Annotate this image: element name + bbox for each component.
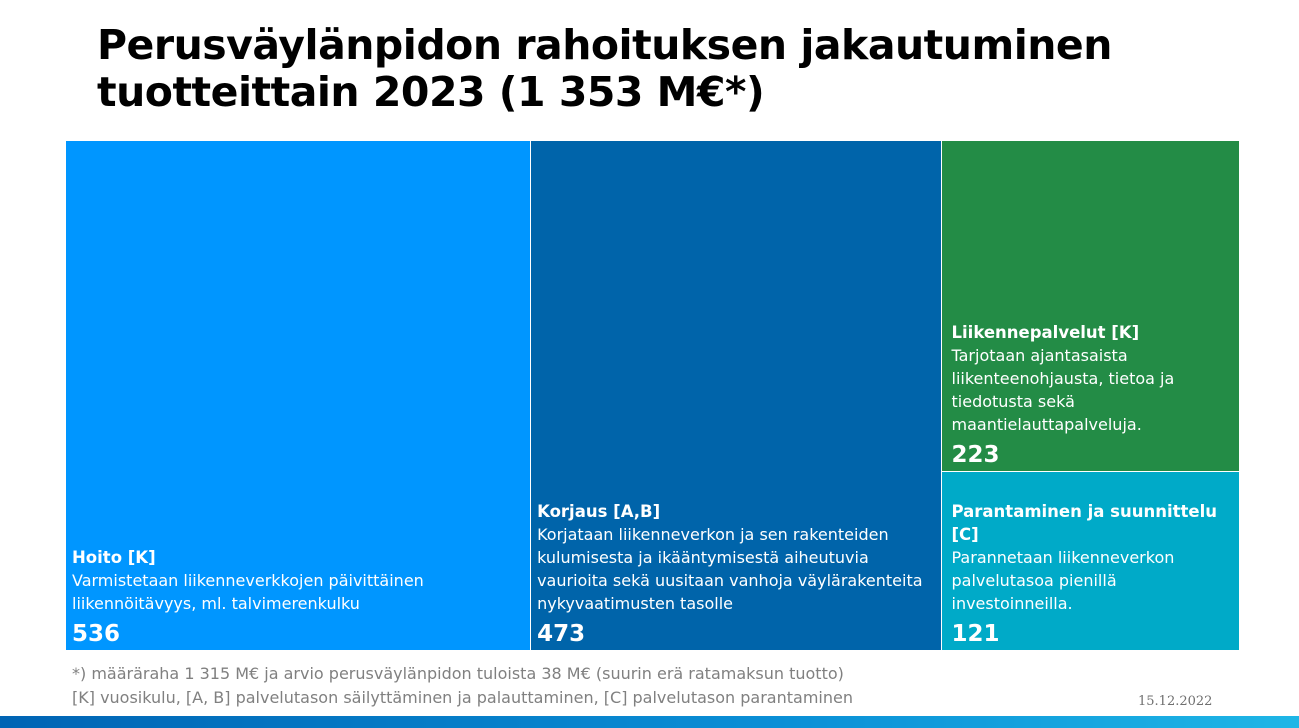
slide-date: 15.12.2022 (1138, 694, 1213, 709)
title-line-1: Perusväylänpidon rahoituksen jakautumine… (97, 21, 1112, 69)
tile-label: Hoito [K] (72, 548, 156, 567)
tile-value: 223 (951, 441, 1000, 468)
tile-liikennepalvelut: Liikennepalvelut [K] Tarjotaan ajantasais… (941, 141, 1240, 472)
tile-korjaus: Korjaus [A,B] Korjataan liikenneverkon ja… (531, 141, 942, 651)
chart-title: Perusväylänpidon rahoituksen jakautumine… (97, 22, 1247, 116)
title-line-2: tuotteittain 2023 (1 353 M€*) (97, 68, 765, 116)
tile-description: Tarjotaan ajantasaista liikenteenohjaust… (951, 345, 1175, 434)
tile-value: 473 (537, 621, 586, 647)
tile-value: 536 (72, 621, 121, 647)
tile-description: Korjataan liikenneverkon ja sen rakentei… (537, 525, 923, 613)
tile-parantaminen: Parantaminen ja suunnittelu [C] Paranneta… (941, 471, 1240, 651)
tile-label: Liikennepalvelut [K] (951, 322, 1140, 342)
footer-bar (0, 716, 1299, 728)
tile-label: Korjaus [A,B] (537, 502, 661, 521)
tile-description: Parannetaan liikenneverkon palvelutasoa … (951, 547, 1175, 613)
tile-description: Varmistetaan liikenneverkkojen päivittäi… (72, 571, 424, 613)
tile-value: 121 (951, 620, 1000, 647)
tile-label: Parantaminen ja suunnittelu [C] (951, 501, 1217, 544)
footnote-funding: *) määräraha 1 315 M€ ja arvio perusväyl… (72, 664, 844, 683)
footnote-legend: [K] vuosikulu, [A, B] palvelutason säily… (72, 688, 853, 707)
tile-hoito: Hoito [K] Varmistetaan liikenneverkkojen … (66, 141, 532, 651)
